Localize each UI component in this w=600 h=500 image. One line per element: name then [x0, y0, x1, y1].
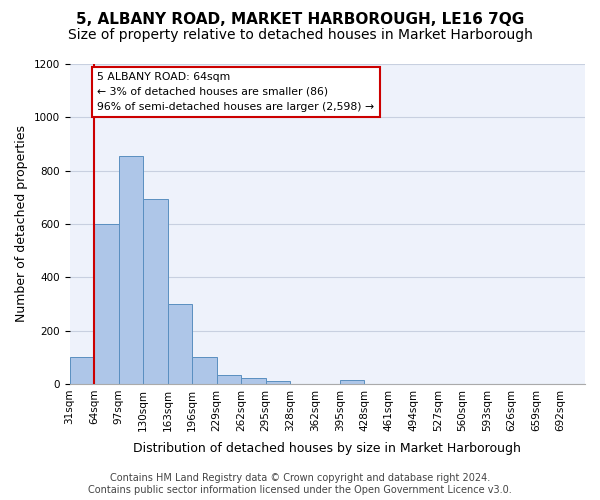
Bar — [192, 357, 217, 384]
Text: Contains HM Land Registry data © Crown copyright and database right 2024.
Contai: Contains HM Land Registry data © Crown c… — [88, 474, 512, 495]
Bar — [266, 380, 290, 384]
Bar — [167, 304, 192, 384]
Bar — [143, 198, 167, 384]
X-axis label: Distribution of detached houses by size in Market Harborough: Distribution of detached houses by size … — [133, 442, 521, 455]
Bar — [241, 378, 266, 384]
Bar — [340, 380, 364, 384]
Text: 5 ALBANY ROAD: 64sqm
← 3% of detached houses are smaller (86)
96% of semi-detach: 5 ALBANY ROAD: 64sqm ← 3% of detached ho… — [97, 72, 374, 112]
Bar — [119, 156, 143, 384]
Y-axis label: Number of detached properties: Number of detached properties — [15, 126, 28, 322]
Text: 5, ALBANY ROAD, MARKET HARBOROUGH, LE16 7QG: 5, ALBANY ROAD, MARKET HARBOROUGH, LE16 … — [76, 12, 524, 28]
Bar — [70, 357, 94, 384]
Bar — [94, 224, 119, 384]
Bar — [217, 376, 241, 384]
Text: Size of property relative to detached houses in Market Harborough: Size of property relative to detached ho… — [68, 28, 532, 42]
